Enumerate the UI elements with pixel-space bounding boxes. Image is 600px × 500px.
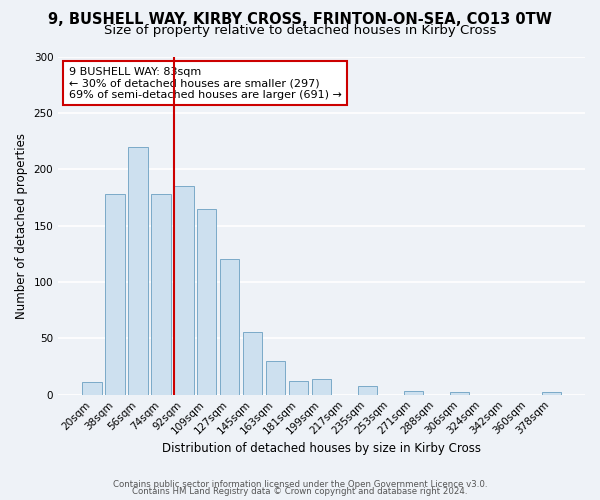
Bar <box>105 194 125 394</box>
Text: Contains HM Land Registry data © Crown copyright and database right 2024.: Contains HM Land Registry data © Crown c… <box>132 487 468 496</box>
Bar <box>220 260 239 394</box>
Bar <box>358 386 377 394</box>
Bar <box>289 381 308 394</box>
Text: 9 BUSHELL WAY: 83sqm
← 30% of detached houses are smaller (297)
69% of semi-deta: 9 BUSHELL WAY: 83sqm ← 30% of detached h… <box>69 66 341 100</box>
Bar <box>174 186 194 394</box>
Y-axis label: Number of detached properties: Number of detached properties <box>15 132 28 318</box>
Bar <box>197 208 217 394</box>
Bar <box>449 392 469 394</box>
Bar <box>82 382 101 394</box>
Text: 9, BUSHELL WAY, KIRBY CROSS, FRINTON-ON-SEA, CO13 0TW: 9, BUSHELL WAY, KIRBY CROSS, FRINTON-ON-… <box>48 12 552 28</box>
Bar <box>128 146 148 394</box>
Text: Contains public sector information licensed under the Open Government Licence v3: Contains public sector information licen… <box>113 480 487 489</box>
Bar <box>542 392 561 394</box>
Bar <box>404 392 423 394</box>
Bar <box>266 361 286 394</box>
Bar <box>151 194 170 394</box>
Bar <box>312 379 331 394</box>
Bar <box>243 332 262 394</box>
Text: Size of property relative to detached houses in Kirby Cross: Size of property relative to detached ho… <box>104 24 496 37</box>
X-axis label: Distribution of detached houses by size in Kirby Cross: Distribution of detached houses by size … <box>162 442 481 455</box>
